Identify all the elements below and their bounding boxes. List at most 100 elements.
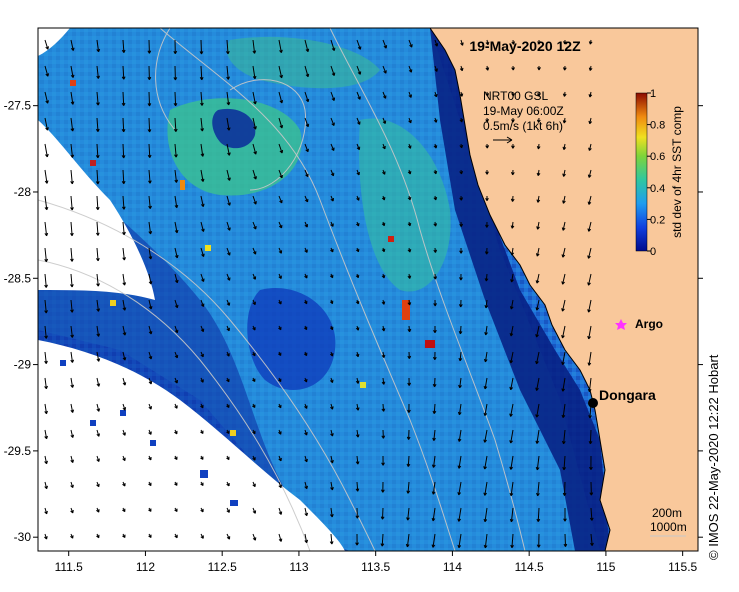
current-arrow [561, 325, 566, 339]
current-arrow [148, 507, 152, 512]
current-arrow [484, 299, 489, 309]
current-arrow [278, 429, 282, 435]
current-arrow [405, 533, 410, 548]
current-arrow [70, 481, 74, 489]
current-arrow [355, 325, 360, 331]
current-arrow [380, 533, 385, 547]
current-arrow [511, 65, 515, 71]
current-arrow [561, 299, 566, 312]
current-arrow [483, 481, 488, 496]
current-arrow [382, 91, 387, 99]
current-arrow [70, 39, 75, 51]
current-arrow [433, 143, 438, 149]
current-arrow [278, 39, 283, 54]
current-arrow [70, 377, 75, 388]
x-axis-ticks: 111.5 112 112.5 113 113.5 114 114.5 115 115.5 [55, 551, 698, 574]
no-data-north [38, 28, 70, 56]
current-arrow [278, 455, 282, 462]
current-arrow [511, 39, 516, 45]
current-arrow [70, 325, 74, 338]
current-arrow [226, 429, 230, 435]
current-arrow [330, 247, 334, 253]
current-arrow [330, 455, 334, 464]
current-arrow [330, 195, 334, 202]
current-arrow [329, 377, 334, 383]
current-arrow [96, 299, 101, 312]
current-arrow [44, 507, 48, 515]
current-arrow [458, 377, 462, 389]
current-arrow [148, 455, 152, 461]
current-arrow [303, 325, 308, 331]
current-arrow [355, 455, 360, 465]
y-tick-label: -29 [14, 358, 32, 372]
current-arrow [433, 91, 438, 98]
current-arrow [484, 325, 488, 336]
current-arrow [355, 377, 360, 384]
argo-label: Argo [635, 317, 663, 331]
current-arrow [485, 39, 490, 46]
current-arrow [226, 117, 231, 131]
current-arrow [174, 247, 179, 259]
current-arrow [563, 39, 567, 45]
current-arrow [407, 169, 412, 175]
current-arrow [537, 91, 541, 97]
current-arrow [174, 299, 179, 309]
current-arrow [226, 195, 231, 206]
current-arrow [252, 481, 256, 488]
current-arrow [382, 169, 386, 175]
current-arrow [95, 169, 100, 185]
current-arrow [457, 481, 462, 496]
y-tick-label: -29.5 [4, 444, 32, 458]
colorbar-tick-label: 0.8 [650, 120, 665, 132]
current-arrow [561, 377, 566, 392]
current-arrow [563, 508, 567, 522]
current-arrow [252, 169, 257, 180]
current-arrow [96, 351, 101, 362]
current-arrow [561, 351, 566, 366]
current-arrow [590, 533, 594, 546]
current-arrow [408, 65, 413, 73]
current-arrow [200, 429, 204, 435]
current-arrow [225, 39, 230, 55]
x-tick-label: 115.5 [668, 560, 697, 574]
current-arrow [121, 117, 126, 133]
current-arrow [588, 39, 593, 45]
current-arrow [278, 143, 284, 154]
current-arrow [535, 351, 540, 365]
current-arrow [381, 247, 386, 253]
current-arrow [278, 273, 282, 279]
current-arrow [562, 65, 567, 71]
current-note-line3: 0.5m/s (1kt 6h) [483, 119, 563, 133]
current-arrow [408, 91, 412, 98]
y-axis-ticks: -27.5 -28 -28.5 -29 -29.5 -30 [4, 99, 703, 544]
current-arrow [96, 455, 100, 462]
current-arrow [509, 429, 514, 444]
current-arrow [483, 403, 488, 417]
current-arrow [200, 117, 204, 132]
green-patch-centre [359, 118, 451, 292]
current-arrow [330, 429, 334, 437]
current-arrow [356, 91, 361, 100]
current-arrow [510, 195, 515, 202]
current-arrow [121, 169, 126, 185]
current-arrow [70, 117, 75, 132]
current-arrow [381, 195, 386, 201]
current-arrow [252, 533, 257, 541]
current-arrow [70, 65, 75, 78]
green-patch-north [226, 36, 380, 89]
current-arrow [252, 65, 257, 80]
current-arrow [44, 377, 48, 390]
current-arrow [536, 481, 540, 497]
current-arrow [44, 273, 48, 288]
current-arrow [355, 403, 360, 411]
current-arrow [304, 91, 310, 103]
current-arrow [381, 377, 386, 385]
current-arrow [174, 143, 178, 158]
current-arrow [382, 117, 387, 124]
y-tick-label: -27.5 [4, 99, 32, 113]
x-tick-label: 115 [596, 560, 615, 574]
current-arrow [509, 481, 514, 497]
current-arrow [304, 221, 308, 228]
current-arrow [304, 273, 308, 279]
current-note-line2: 19-May 06:00Z [483, 104, 564, 118]
